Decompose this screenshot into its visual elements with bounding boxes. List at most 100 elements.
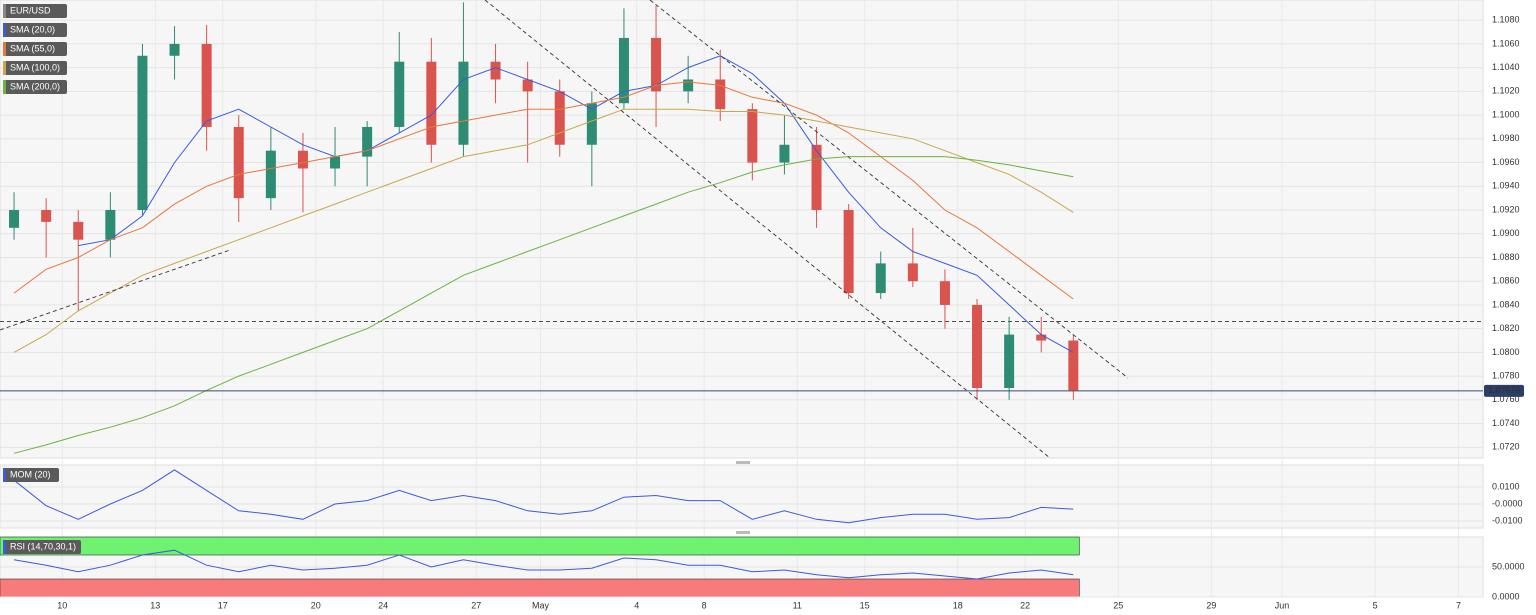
legend-swatch — [3, 80, 6, 94]
x-tick-label: 11 — [793, 600, 802, 610]
y-tick-label: 1.1000 — [1492, 109, 1520, 119]
candle-body — [9, 210, 20, 228]
candle-body — [490, 61, 501, 80]
channel-line — [484, 0, 1051, 459]
current-price-label: 1.07676 — [1488, 385, 1521, 395]
splitter[interactable] — [736, 531, 750, 534]
legend-label: RSI (14,70,30,1) — [10, 541, 76, 551]
legend-box — [3, 468, 59, 482]
y-tick-label: 1.0920 — [1492, 204, 1520, 214]
x-tick-label: 24 — [378, 600, 388, 610]
candle-body — [875, 263, 886, 294]
y-tick-label: 1.1080 — [1492, 15, 1520, 25]
candle-body — [394, 61, 405, 127]
series-line — [13, 549, 1074, 580]
candle-body — [811, 144, 822, 211]
y-tick-label: -0.0000 — [1492, 498, 1523, 508]
mom-panel — [0, 464, 1484, 529]
oversold-band — [0, 578, 1080, 598]
candle-body — [137, 55, 148, 211]
y-tick-label: 1.0980 — [1492, 133, 1520, 143]
legend-box — [3, 23, 67, 37]
candle-body — [779, 144, 790, 163]
y-tick-label: 1.1020 — [1492, 86, 1520, 96]
candle-body — [972, 304, 983, 388]
candle-body — [715, 79, 726, 110]
candle-body — [907, 263, 918, 282]
y-tick-label: 1.0840 — [1492, 299, 1520, 309]
legend-swatch — [3, 23, 6, 37]
legend-box — [3, 540, 81, 554]
x-tick-label: 27 — [471, 600, 481, 610]
candle-body — [426, 61, 437, 145]
y-tick-label: 1.1040 — [1492, 62, 1520, 72]
candle-body — [201, 43, 212, 127]
candle-body — [1036, 334, 1047, 341]
legend-box — [3, 4, 67, 18]
legend-label: EUR/USD — [10, 5, 51, 15]
candle-body — [651, 37, 662, 92]
candle-body — [683, 79, 694, 92]
y-tick-label: 1.0720 — [1492, 442, 1520, 452]
x-tick-label: 5 — [1373, 600, 1378, 610]
y-tick-label: 1.1060 — [1492, 38, 1520, 48]
x-tick-label: May — [532, 600, 550, 610]
x-tick-label: 17 — [218, 600, 228, 610]
series-line — [13, 81, 1074, 300]
legend-swatch — [3, 540, 6, 554]
legend-box — [3, 61, 67, 75]
y-tick-label: 1.0900 — [1492, 228, 1520, 238]
x-tick-label: 20 — [311, 600, 321, 610]
candle-body — [297, 150, 308, 169]
series-line — [13, 469, 1074, 524]
y-tick-label: 1.0800 — [1492, 347, 1520, 357]
y-tick-label: 50.0000 — [1492, 561, 1525, 571]
candle-body — [73, 221, 84, 240]
y-tick-label: 1.0740 — [1492, 418, 1520, 428]
x-tick-label: 4 — [634, 600, 639, 610]
series-line — [13, 108, 1074, 353]
x-tick-label: 10 — [57, 600, 67, 610]
x-tick-label: 8 — [702, 600, 707, 610]
candle-body — [169, 43, 180, 56]
legend-box — [3, 42, 67, 56]
x-tick-label: 15 — [860, 600, 870, 610]
y-tick-label: -0.0100 — [1492, 515, 1523, 525]
y-tick-label: 1.0780 — [1492, 371, 1520, 381]
legend-swatch — [3, 42, 6, 56]
y-tick-label: 1.0820 — [1492, 323, 1520, 333]
price-panel — [0, 0, 1484, 459]
overbought-band — [0, 536, 1080, 556]
x-tick-label: 7 — [1456, 600, 1461, 610]
candle-body — [105, 210, 116, 240]
x-tick-label: 29 — [1206, 600, 1216, 610]
legend-label: MOM (20) — [10, 469, 51, 479]
x-tick-label: 22 — [1020, 600, 1030, 610]
candle-body — [362, 126, 373, 157]
current-price-box — [1484, 384, 1524, 397]
splitter[interactable] — [736, 461, 750, 464]
legend-swatch — [3, 4, 6, 18]
legend-box — [3, 80, 67, 94]
legend-label: SMA (20,0) — [10, 24, 55, 34]
candle-body — [747, 109, 758, 163]
x-tick-label: 25 — [1113, 600, 1123, 610]
y-tick-label: 1.0940 — [1492, 181, 1520, 191]
y-tick-label: 0.0100 — [1492, 481, 1520, 491]
candle-body — [233, 126, 244, 199]
y-tick-label: 0.0000 — [1492, 591, 1520, 601]
x-tick-label: Jun — [1275, 600, 1290, 610]
candle-body — [458, 61, 469, 145]
candle-body — [41, 210, 52, 222]
legend-label: SMA (55,0) — [10, 43, 55, 53]
candle-body — [265, 150, 276, 199]
x-tick-label: 18 — [953, 600, 963, 610]
candle-body — [843, 210, 854, 294]
x-tick-label: 13 — [150, 600, 160, 610]
candle-body — [330, 156, 341, 169]
candle-body — [586, 103, 597, 145]
y-tick-label: 1.0760 — [1492, 394, 1520, 404]
legend-label: SMA (200,0) — [10, 81, 60, 91]
